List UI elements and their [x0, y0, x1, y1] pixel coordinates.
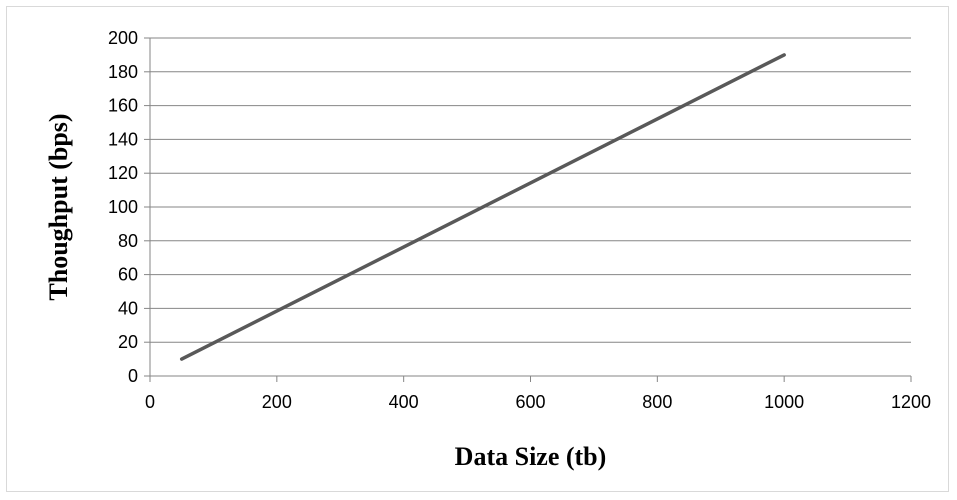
- tick-labels: 0 20 40 60 80 100 120 140 160 180 200 0 200 400 600 800…: [108, 28, 931, 412]
- y-tick-label: 20: [118, 332, 138, 352]
- gridlines: [150, 37, 911, 343]
- y-tick-label: 160: [108, 96, 138, 116]
- x-tick-label: 600: [515, 392, 545, 412]
- y-tick-label: 120: [108, 163, 138, 183]
- x-tick-label: 1200: [891, 392, 931, 412]
- y-axis-title: Thoughput (bps): [44, 113, 73, 300]
- y-tick-label: 40: [118, 298, 138, 318]
- x-tick-label: 200: [262, 392, 292, 412]
- y-tick-label: 200: [108, 28, 138, 48]
- series-layer: [179, 53, 786, 361]
- y-tick-label: 140: [108, 129, 138, 149]
- series-line-0: [179, 53, 786, 361]
- x-tick-label: 0: [145, 392, 155, 412]
- y-tick-label: 100: [108, 197, 138, 217]
- y-tick-label: 60: [118, 265, 138, 285]
- y-tick-label: 0: [128, 366, 138, 386]
- chart-frame: [6, 6, 949, 492]
- x-tick-label: 1000: [764, 392, 804, 412]
- y-tick-label: 80: [118, 231, 138, 251]
- x-tick-label: 800: [642, 392, 672, 412]
- x-tick-label: 400: [389, 392, 419, 412]
- y-tick-label: 180: [108, 62, 138, 82]
- x-axis-title: Data Size (tb): [455, 442, 607, 471]
- axes: [144, 37, 912, 382]
